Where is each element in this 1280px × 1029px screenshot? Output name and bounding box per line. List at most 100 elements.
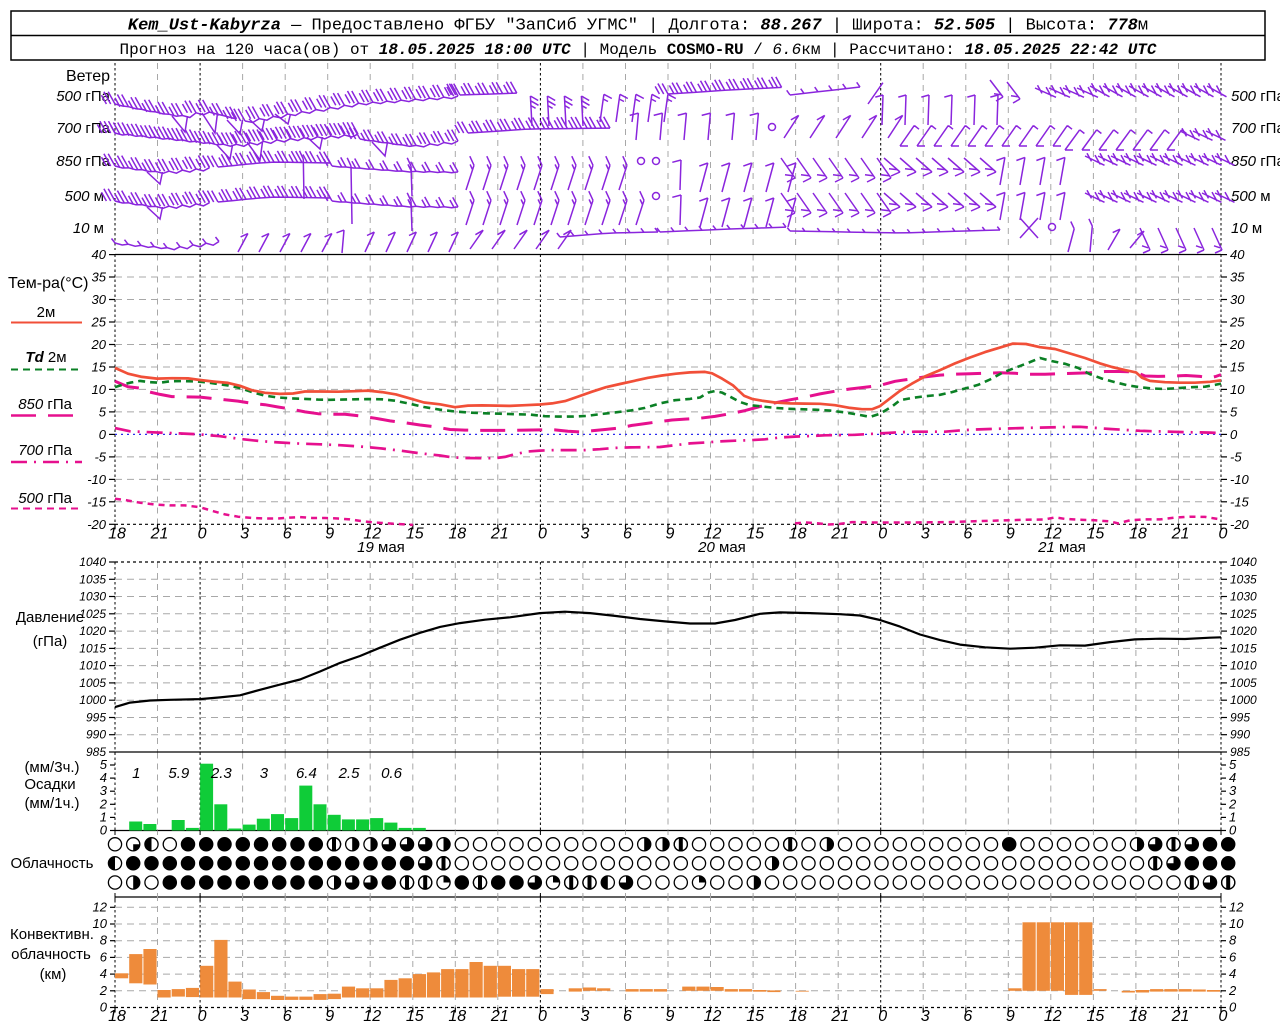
svg-text:12: 12: [704, 1008, 722, 1024]
svg-text:12: 12: [704, 526, 722, 543]
svg-text:700 гПа: 700 гПа: [56, 120, 110, 137]
svg-text:-10: -10: [87, 472, 107, 487]
svg-text:-20: -20: [87, 517, 107, 532]
svg-text:10: 10: [1229, 916, 1244, 931]
svg-text:1010: 1010: [79, 659, 106, 673]
svg-text:0: 0: [198, 1008, 207, 1024]
svg-text:5.9: 5.9: [168, 765, 190, 782]
svg-text:3: 3: [580, 1008, 589, 1024]
svg-text:Облачность: Облачность: [11, 855, 94, 872]
svg-text:Kem_Ust-Kabyrza — Предоставлен: Kem_Ust-Kabyrza — Предоставлено ФГБУ "За…: [128, 17, 1148, 36]
svg-text:1035: 1035: [79, 572, 106, 586]
svg-text:500 гПа: 500 гПа: [56, 88, 110, 105]
svg-text:12: 12: [93, 899, 108, 914]
svg-text:990: 990: [86, 728, 106, 742]
svg-text:(мм/1ч.): (мм/1ч.): [24, 795, 79, 812]
svg-text:1025: 1025: [79, 607, 106, 621]
svg-text:4: 4: [1229, 770, 1236, 785]
svg-text:Прогноз на 120 часа(ов) от 18.: Прогноз на 120 часа(ов) от 18.05.2025 18…: [120, 41, 1157, 59]
svg-text:15: 15: [406, 526, 424, 543]
svg-text:15: 15: [1230, 360, 1245, 375]
svg-text:0: 0: [878, 1008, 887, 1024]
svg-text:6: 6: [963, 526, 972, 543]
svg-text:21: 21: [490, 526, 509, 543]
svg-text:0: 0: [100, 823, 108, 838]
svg-text:1035: 1035: [1230, 572, 1257, 586]
svg-text:6: 6: [283, 1008, 292, 1024]
svg-text:6: 6: [623, 1008, 632, 1024]
svg-text:985: 985: [86, 745, 106, 759]
svg-text:995: 995: [86, 711, 106, 725]
svg-text:15: 15: [746, 526, 764, 543]
svg-text:Осадки: Осадки: [24, 776, 75, 793]
svg-text:4: 4: [1229, 966, 1236, 981]
svg-text:-5: -5: [94, 449, 106, 464]
svg-text:2м: 2м: [37, 304, 56, 321]
svg-text:18: 18: [108, 1008, 126, 1024]
svg-text:-15: -15: [87, 494, 107, 509]
svg-text:4: 4: [100, 966, 107, 981]
svg-text:5: 5: [1230, 404, 1238, 419]
svg-text:30: 30: [92, 292, 107, 307]
svg-text:18: 18: [1129, 526, 1147, 543]
svg-text:21: 21: [1171, 526, 1190, 543]
svg-text:1005: 1005: [79, 676, 106, 690]
svg-text:9: 9: [325, 526, 334, 543]
svg-text:6: 6: [623, 526, 632, 543]
svg-text:1030: 1030: [1230, 590, 1257, 604]
svg-text:35: 35: [92, 270, 107, 285]
svg-text:2: 2: [1228, 983, 1237, 998]
svg-text:18: 18: [789, 1008, 807, 1024]
svg-text:20: 20: [91, 337, 107, 352]
svg-text:1040: 1040: [1230, 555, 1257, 569]
svg-text:0: 0: [1219, 526, 1228, 543]
svg-text:0: 0: [1219, 1008, 1228, 1024]
svg-text:1020: 1020: [1230, 624, 1257, 638]
svg-text:700 гПа: 700 гПа: [1231, 120, 1280, 137]
svg-text:995: 995: [1230, 711, 1250, 725]
svg-text:35: 35: [1230, 270, 1245, 285]
svg-text:15: 15: [1087, 1008, 1105, 1024]
svg-text:20 мая: 20 мая: [697, 539, 746, 556]
svg-text:21 мая: 21 мая: [1037, 539, 1086, 556]
svg-text:700 гПа: 700 гПа: [18, 442, 72, 459]
svg-text:18: 18: [108, 526, 126, 543]
svg-text:1: 1: [132, 765, 140, 782]
svg-text:6: 6: [1229, 949, 1237, 964]
svg-text:Конвективн.: Конвективн.: [10, 926, 94, 943]
svg-text:3: 3: [240, 526, 249, 543]
svg-text:1: 1: [100, 809, 107, 824]
svg-text:10 м: 10 м: [1231, 220, 1262, 237]
svg-text:21: 21: [150, 526, 169, 543]
svg-text:9: 9: [325, 1008, 334, 1024]
svg-text:1: 1: [1229, 809, 1236, 824]
svg-text:19 мая: 19 мая: [357, 539, 405, 556]
svg-text:12: 12: [1044, 1008, 1062, 1024]
svg-text:1000: 1000: [1230, 693, 1257, 707]
svg-text:0: 0: [100, 1000, 108, 1015]
svg-text:18: 18: [448, 526, 466, 543]
svg-text:0: 0: [878, 526, 887, 543]
svg-text:-5: -5: [1230, 449, 1242, 464]
svg-text:8: 8: [1229, 933, 1237, 948]
svg-text:12: 12: [363, 1008, 381, 1024]
svg-text:Тем-ра(°C): Тем-ра(°C): [8, 275, 89, 292]
svg-text:12: 12: [363, 526, 381, 543]
svg-text:5: 5: [99, 404, 107, 419]
svg-text:1015: 1015: [1230, 641, 1257, 655]
svg-text:5: 5: [1229, 757, 1237, 772]
svg-text:10: 10: [93, 916, 108, 931]
svg-text:21: 21: [150, 1008, 169, 1024]
svg-text:1040: 1040: [79, 555, 106, 569]
svg-text:25: 25: [1229, 315, 1245, 330]
svg-text:850 гПа: 850 гПа: [56, 153, 110, 170]
svg-text:21: 21: [830, 526, 849, 543]
svg-text:облачность: облачность: [11, 946, 91, 963]
svg-text:Давление: Давление: [16, 609, 84, 626]
svg-text:12: 12: [1229, 899, 1244, 914]
svg-text:3: 3: [260, 765, 269, 782]
svg-text:10: 10: [1230, 382, 1245, 397]
svg-text:850 гПа: 850 гПа: [1231, 153, 1280, 170]
svg-text:2.3: 2.3: [210, 765, 233, 782]
svg-text:2: 2: [99, 796, 108, 811]
